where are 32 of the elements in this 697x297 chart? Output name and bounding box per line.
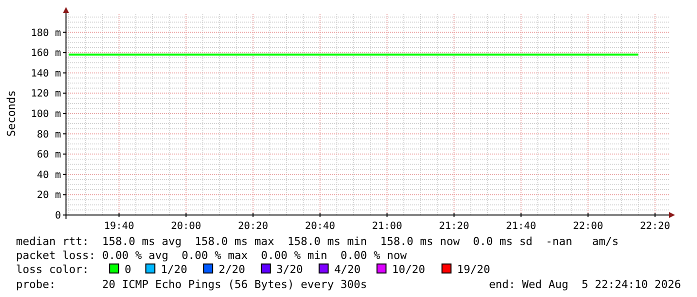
- legend-label: 2/20: [218, 263, 246, 276]
- y-tick-label: 0: [54, 210, 61, 222]
- text: probe: 20 ICMP Echo Pings (56 Bytes) every 300s: [16, 278, 367, 291]
- text: packet loss: 0.00 % avg 0.00 % max 0.00 % min 0.00 % now: [16, 249, 408, 262]
- x-tick-label: 22:20: [640, 221, 670, 232]
- y-axis-title: Seconds: [5, 90, 18, 137]
- y-tick-label: 160 m: [30, 48, 61, 60]
- x-tick-label: 21:20: [438, 221, 470, 232]
- y-tick-label: 140 m: [30, 68, 61, 80]
- legend-label: 19/20: [457, 263, 490, 276]
- y-tick-label: 120 m: [30, 88, 61, 100]
- y-tick-label: 20 m: [36, 190, 61, 202]
- y-tick-label: 80 m: [36, 129, 61, 140]
- legend-label: 3/20: [276, 263, 303, 276]
- text: end: Wed Aug 5 22:24:10 2026: [488, 278, 681, 291]
- x-tick-label: 21:40: [506, 221, 536, 232]
- legend-label: 1/20: [160, 263, 188, 276]
- x-tick-label: 20:40: [304, 221, 336, 232]
- text: median rtt: 158.0 ms avg 158.0 ms max 158.0 ms min 158.0 ms now 0.0 ms sd -nan am/s: [16, 235, 619, 248]
- y-tick-label: 40 m: [36, 170, 61, 181]
- y-tick-label: 60 m: [36, 150, 61, 161]
- x-tick-label: 20:20: [238, 221, 268, 232]
- legend-label: 0: [124, 263, 132, 276]
- x-tick-label: 22:00: [572, 221, 604, 232]
- y-tick-label: 100 m: [30, 109, 61, 120]
- y-tick-label: 180 m: [30, 28, 61, 39]
- legend-title: loss color:: [16, 263, 89, 276]
- x-tick-label: 20:00: [170, 221, 202, 232]
- legend-label: 4/20: [334, 263, 361, 276]
- x-tick-label: 21:00: [372, 221, 402, 232]
- x-tick-label: 19:40: [104, 221, 134, 232]
- legend-label: 10/20: [392, 263, 426, 276]
